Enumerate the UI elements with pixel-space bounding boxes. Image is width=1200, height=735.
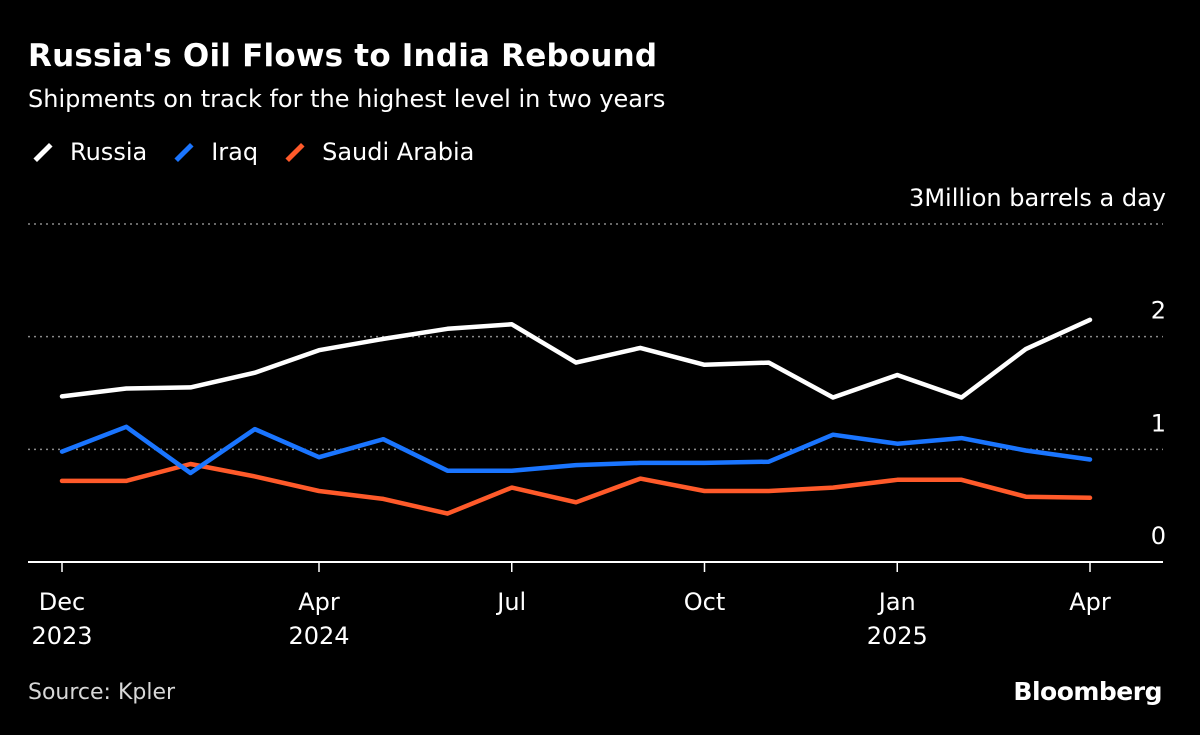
x-tick-label-2025-01: Jan: [877, 588, 916, 616]
legend: Russia Iraq Saudi Arabia: [28, 138, 496, 166]
legend-label-russia: Russia: [70, 138, 148, 166]
x-tick-label-2024-07: Jul: [495, 588, 526, 616]
chart-title: Russia's Oil Flows to India Rebound: [28, 38, 658, 74]
y-tick-label-1: 1: [1151, 409, 1166, 437]
legend-item-iraq: Iraq: [169, 138, 258, 166]
y-tick-label-0: 0: [1151, 522, 1166, 550]
source-note: Source: Kpler: [28, 680, 176, 705]
x-tick-year-2023-12: 2023: [31, 622, 92, 650]
x-tick-label-2024-04: Apr: [298, 588, 340, 616]
legend-label-iraq: Iraq: [211, 138, 259, 166]
legend-item-saudi-arabia: Saudi Arabia: [280, 138, 474, 166]
x-tick-year-2024-04: 2024: [288, 622, 349, 650]
series-line-iraq: [59, 424, 1093, 476]
x-tick-label-2023-12: Dec: [39, 588, 85, 616]
legend-label-saudi-arabia: Saudi Arabia: [322, 138, 475, 166]
legend-item-russia: Russia: [28, 138, 147, 166]
x-tick-label-2024-10: Oct: [684, 588, 726, 616]
bloomberg-logo: Bloomberg: [1013, 677, 1162, 706]
x-tick-year-2025-01: 2025: [867, 622, 928, 650]
chart-subtitle: Shipments on track for the highest level…: [28, 85, 666, 113]
series-line-russia: [59, 317, 1093, 400]
x-tick-label-2025-04: Apr: [1069, 588, 1111, 616]
y-tick-label-3: 3Million barrels a day: [909, 184, 1166, 212]
y-tick-label-2: 2: [1151, 297, 1166, 325]
series-line-saudi-arabia: [59, 461, 1093, 516]
